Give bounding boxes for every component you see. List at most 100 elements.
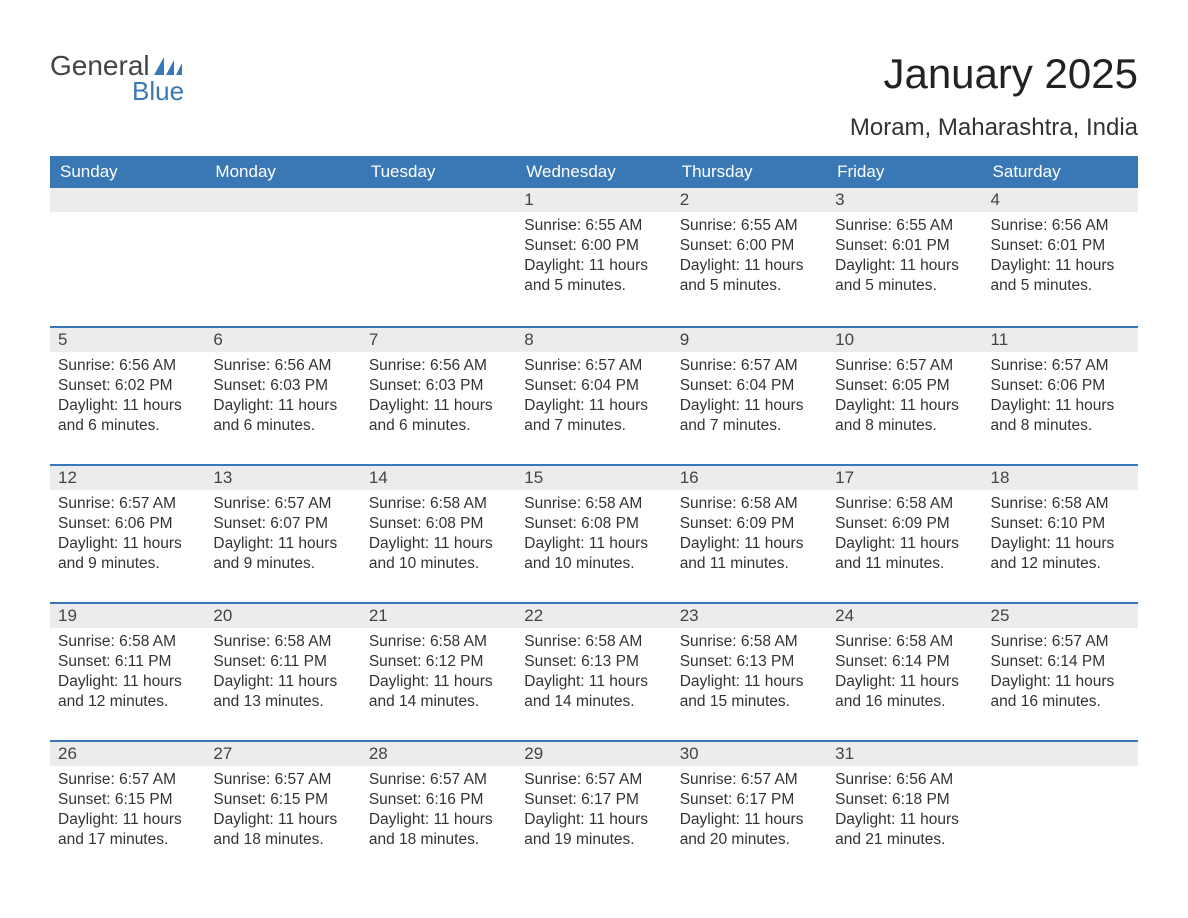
- day-number: 10: [827, 326, 982, 352]
- sunrise-line: Sunrise: 6:56 AM: [369, 356, 508, 376]
- day-details: Sunrise: 6:56 AMSunset: 6:03 PMDaylight:…: [205, 352, 360, 441]
- day-number: 20: [205, 602, 360, 628]
- day-number: 21: [361, 602, 516, 628]
- sunset-line: Sunset: 6:05 PM: [835, 376, 974, 396]
- calendar-cell: 14Sunrise: 6:58 AMSunset: 6:08 PMDayligh…: [361, 464, 516, 602]
- sunrise-line: Sunrise: 6:58 AM: [524, 632, 663, 652]
- daylight-line: Daylight: 11 hours and 6 minutes.: [58, 396, 197, 436]
- day-number: 26: [50, 740, 205, 766]
- day-number: 17: [827, 464, 982, 490]
- day-number: 16: [672, 464, 827, 490]
- daylight-line: Daylight: 11 hours and 19 minutes.: [524, 810, 663, 850]
- daylight-line: Daylight: 11 hours and 10 minutes.: [524, 534, 663, 574]
- day-number: 25: [983, 602, 1138, 628]
- daylight-line: Daylight: 11 hours and 5 minutes.: [680, 256, 819, 296]
- sunrise-line: Sunrise: 6:57 AM: [680, 356, 819, 376]
- day-number: 28: [361, 740, 516, 766]
- daylight-line: Daylight: 11 hours and 12 minutes.: [991, 534, 1130, 574]
- sunrise-line: Sunrise: 6:55 AM: [524, 216, 663, 236]
- sunrise-line: Sunrise: 6:58 AM: [991, 494, 1130, 514]
- sunset-line: Sunset: 6:06 PM: [58, 514, 197, 534]
- day-details: Sunrise: 6:57 AMSunset: 6:07 PMDaylight:…: [205, 490, 360, 579]
- calendar-cell: 10Sunrise: 6:57 AMSunset: 6:05 PMDayligh…: [827, 326, 982, 464]
- day-number: 13: [205, 464, 360, 490]
- calendar-cell: 1Sunrise: 6:55 AMSunset: 6:00 PMDaylight…: [516, 188, 671, 326]
- sunrise-line: Sunrise: 6:57 AM: [524, 770, 663, 790]
- day-number: 9: [672, 326, 827, 352]
- daylight-line: Daylight: 11 hours and 7 minutes.: [680, 396, 819, 436]
- sunset-line: Sunset: 6:03 PM: [369, 376, 508, 396]
- daylight-line: Daylight: 11 hours and 18 minutes.: [369, 810, 508, 850]
- day-details: Sunrise: 6:57 AMSunset: 6:17 PMDaylight:…: [672, 766, 827, 855]
- day-details: Sunrise: 6:58 AMSunset: 6:13 PMDaylight:…: [516, 628, 671, 717]
- sunset-line: Sunset: 6:15 PM: [213, 790, 352, 810]
- calendar-cell: [50, 188, 205, 326]
- calendar-cell: 27Sunrise: 6:57 AMSunset: 6:15 PMDayligh…: [205, 740, 360, 878]
- calendar-cell: [205, 188, 360, 326]
- daylight-line: Daylight: 11 hours and 21 minutes.: [835, 810, 974, 850]
- daylight-line: Daylight: 11 hours and 5 minutes.: [524, 256, 663, 296]
- daylight-line: Daylight: 11 hours and 8 minutes.: [991, 396, 1130, 436]
- sunrise-line: Sunrise: 6:57 AM: [58, 770, 197, 790]
- sunrise-line: Sunrise: 6:58 AM: [213, 632, 352, 652]
- daylight-line: Daylight: 11 hours and 6 minutes.: [369, 396, 508, 436]
- sunrise-line: Sunrise: 6:56 AM: [835, 770, 974, 790]
- sunset-line: Sunset: 6:13 PM: [524, 652, 663, 672]
- day-details: Sunrise: 6:57 AMSunset: 6:06 PMDaylight:…: [983, 352, 1138, 441]
- day-details: Sunrise: 6:58 AMSunset: 6:10 PMDaylight:…: [983, 490, 1138, 579]
- calendar-cell: 11Sunrise: 6:57 AMSunset: 6:06 PMDayligh…: [983, 326, 1138, 464]
- weekday-thursday: Thursday: [672, 156, 827, 188]
- sunset-line: Sunset: 6:03 PM: [213, 376, 352, 396]
- day-number: 12: [50, 464, 205, 490]
- sunset-line: Sunset: 6:12 PM: [369, 652, 508, 672]
- weekday-tuesday: Tuesday: [361, 156, 516, 188]
- calendar-cell: 13Sunrise: 6:57 AMSunset: 6:07 PMDayligh…: [205, 464, 360, 602]
- sunset-line: Sunset: 6:09 PM: [835, 514, 974, 534]
- calendar-cell: [983, 740, 1138, 878]
- sunset-line: Sunset: 6:14 PM: [991, 652, 1130, 672]
- day-details: Sunrise: 6:57 AMSunset: 6:04 PMDaylight:…: [516, 352, 671, 441]
- day-details: Sunrise: 6:57 AMSunset: 6:17 PMDaylight:…: [516, 766, 671, 855]
- flag-icon: [154, 57, 182, 75]
- daylight-line: Daylight: 11 hours and 18 minutes.: [213, 810, 352, 850]
- day-details: Sunrise: 6:58 AMSunset: 6:08 PMDaylight:…: [516, 490, 671, 579]
- calendar-cell: 5Sunrise: 6:56 AMSunset: 6:02 PMDaylight…: [50, 326, 205, 464]
- sunrise-line: Sunrise: 6:57 AM: [213, 770, 352, 790]
- daylight-line: Daylight: 11 hours and 5 minutes.: [835, 256, 974, 296]
- daylight-line: Daylight: 11 hours and 12 minutes.: [58, 672, 197, 712]
- calendar-cell: 28Sunrise: 6:57 AMSunset: 6:16 PMDayligh…: [361, 740, 516, 878]
- daylight-line: Daylight: 11 hours and 16 minutes.: [835, 672, 974, 712]
- daylight-line: Daylight: 11 hours and 13 minutes.: [213, 672, 352, 712]
- calendar-week-row: 12Sunrise: 6:57 AMSunset: 6:06 PMDayligh…: [50, 464, 1138, 602]
- calendar-cell: 21Sunrise: 6:58 AMSunset: 6:12 PMDayligh…: [361, 602, 516, 740]
- location-label: Moram, Maharashtra, India: [850, 114, 1138, 142]
- sunset-line: Sunset: 6:02 PM: [58, 376, 197, 396]
- day-details: Sunrise: 6:56 AMSunset: 6:02 PMDaylight:…: [50, 352, 205, 441]
- sunrise-line: Sunrise: 6:56 AM: [58, 356, 197, 376]
- calendar-cell: 17Sunrise: 6:58 AMSunset: 6:09 PMDayligh…: [827, 464, 982, 602]
- calendar-week-row: 5Sunrise: 6:56 AMSunset: 6:02 PMDaylight…: [50, 326, 1138, 464]
- calendar-week-row: 26Sunrise: 6:57 AMSunset: 6:15 PMDayligh…: [50, 740, 1138, 878]
- calendar-cell: 3Sunrise: 6:55 AMSunset: 6:01 PMDaylight…: [827, 188, 982, 326]
- day-details: Sunrise: 6:56 AMSunset: 6:01 PMDaylight:…: [983, 212, 1138, 301]
- sunrise-line: Sunrise: 6:57 AM: [991, 632, 1130, 652]
- sunset-line: Sunset: 6:17 PM: [680, 790, 819, 810]
- sunset-line: Sunset: 6:00 PM: [680, 236, 819, 256]
- sunset-line: Sunset: 6:09 PM: [680, 514, 819, 534]
- day-number: 7: [361, 326, 516, 352]
- day-details: Sunrise: 6:55 AMSunset: 6:00 PMDaylight:…: [672, 212, 827, 301]
- day-details: Sunrise: 6:58 AMSunset: 6:09 PMDaylight:…: [827, 490, 982, 579]
- logo-word2: Blue: [132, 76, 184, 107]
- day-details: Sunrise: 6:58 AMSunset: 6:13 PMDaylight:…: [672, 628, 827, 717]
- calendar-cell: 7 Sunrise: 6:56 AMSunset: 6:03 PMDaylight…: [361, 326, 516, 464]
- sunrise-line: Sunrise: 6:58 AM: [369, 494, 508, 514]
- day-number: 8: [516, 326, 671, 352]
- calendar-cell: 6Sunrise: 6:56 AMSunset: 6:03 PMDaylight…: [205, 326, 360, 464]
- sunset-line: Sunset: 6:04 PM: [524, 376, 663, 396]
- day-details: Sunrise: 6:57 AMSunset: 6:16 PMDaylight:…: [361, 766, 516, 855]
- calendar-cell: 4Sunrise: 6:56 AMSunset: 6:01 PMDaylight…: [983, 188, 1138, 326]
- sunset-line: Sunset: 6:10 PM: [991, 514, 1130, 534]
- day-details: Sunrise: 6:56 AMSunset: 6:18 PMDaylight:…: [827, 766, 982, 855]
- sunset-line: Sunset: 6:11 PM: [213, 652, 352, 672]
- sunset-line: Sunset: 6:00 PM: [524, 236, 663, 256]
